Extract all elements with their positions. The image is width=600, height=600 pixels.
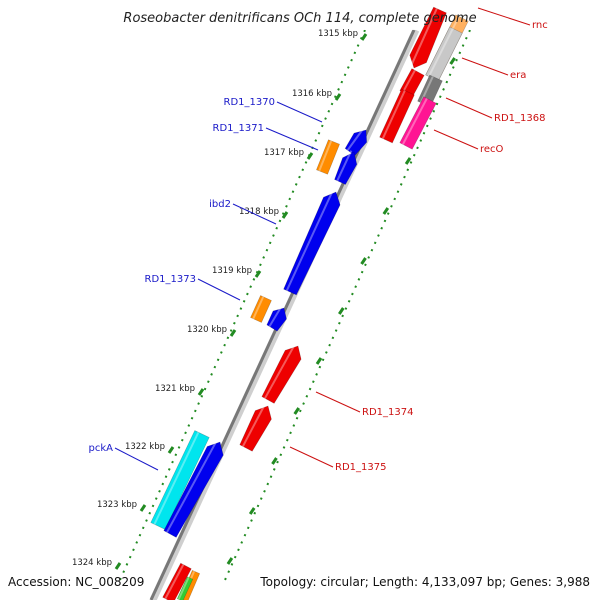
callout-ibd2: ibd2	[209, 199, 277, 225]
title-band	[100, 4, 520, 30]
callout-ibd2-label: ibd2	[209, 199, 231, 210]
minor-tick-mark	[226, 557, 234, 565]
gene-red-mid	[379, 88, 415, 144]
kbp-tick-label: 1315 kbp	[318, 29, 358, 39]
gene-blue-c	[266, 305, 287, 332]
gene-blue-b	[334, 150, 358, 185]
minor-tick-mark	[360, 257, 367, 265]
gene-rnc	[409, 6, 447, 69]
kbp-ticks: 1315 kbp 1316 kbp 1317 kbp 1318 kbp 1319 kbp…	[72, 29, 456, 570]
callout-rd1-1371: RD1_1371	[213, 123, 319, 151]
kbp-tick-label: 1319 kbp	[212, 266, 252, 276]
callout-reco-label: recO	[480, 144, 504, 155]
callout-pcka: pckA	[89, 443, 159, 471]
callout-rd1-1368-label: RD1_1368	[494, 113, 545, 124]
kbp-tick-mark	[229, 329, 237, 337]
gene-rd1-1370	[344, 127, 368, 156]
topology-text: Topology: circular; Length: 4,133,097 bp…	[259, 575, 590, 589]
kbp-tick-mark	[167, 446, 175, 454]
callout-rd1-1375: RD1_1375	[289, 446, 386, 473]
minor-tick-mark	[338, 307, 345, 315]
kbp-tick-label: 1322 kbp	[125, 442, 165, 452]
callout-era: era	[461, 57, 526, 81]
kbp-tick-label: 1323 kbp	[97, 500, 137, 510]
callout-reco: recO	[433, 129, 504, 155]
callout-rd1-1370-label: RD1_1370	[224, 97, 275, 108]
gene-rd1-1374	[261, 343, 302, 404]
kbp-tick-mark	[139, 504, 147, 512]
minor-tick-mark	[293, 407, 300, 415]
gene-features	[150, 6, 469, 600]
minor-tick-mark	[315, 357, 323, 365]
kbp-tick-label: 1320 kbp	[187, 325, 227, 335]
callout-rd1-1368: RD1_1368	[445, 97, 545, 124]
callout-rd1-1374: RD1_1374	[315, 391, 413, 418]
callout-rd1-1371-label: RD1_1371	[213, 123, 264, 134]
tick-track-left	[119, 29, 366, 581]
callout-rd1-1373: RD1_1373	[145, 274, 241, 301]
kbp-tick-mark	[197, 388, 205, 396]
callout-rd1-1375-label: RD1_1375	[335, 462, 386, 473]
minor-tick-mark	[248, 507, 256, 515]
gene-callouts: RD1_1370 RD1_1371 ibd2 RD1_1373 pckA rnc era RD…	[89, 7, 548, 473]
callout-pcka-label: pckA	[89, 443, 114, 454]
accession-text: Accession: NC_008209	[8, 575, 144, 589]
gene-reco	[399, 96, 437, 150]
minor-tick-mark	[382, 207, 390, 215]
callout-rd1-1374-label: RD1_1374	[362, 407, 413, 418]
kbp-tick-mark	[334, 93, 342, 101]
gene-rd1-1375	[239, 403, 272, 452]
gene-rd1-1373	[250, 295, 272, 323]
gene-red-bottom	[162, 562, 192, 600]
minor-tick-mark	[404, 157, 412, 165]
kbp-tick-mark	[360, 33, 368, 41]
map-title: Roseobacter denitrificans OCh 114, compl…	[123, 11, 476, 26]
kbp-tick-mark	[281, 211, 289, 219]
callout-rnc: rnc	[477, 7, 548, 31]
kbp-tick-label: 1316 kbp	[292, 89, 332, 99]
gene-rd1-1371	[316, 139, 340, 175]
callout-rd1-1373-label: RD1_1373	[145, 274, 196, 285]
kbp-tick-mark	[306, 152, 314, 160]
callout-rd1-1370: RD1_1370	[224, 97, 323, 123]
kbp-tick-mark	[254, 270, 262, 278]
callout-rnc-label: rnc	[532, 20, 548, 31]
minor-tick-mark	[271, 457, 278, 465]
minor-tick-mark	[449, 57, 456, 65]
kbp-tick-label: 1318 kbp	[239, 207, 279, 217]
kbp-tick-label: 1321 kbp	[155, 384, 195, 394]
kbp-tick-label: 1317 kbp	[264, 148, 304, 158]
kbp-tick-label: 1324 kbp	[72, 558, 112, 568]
callout-era-label: era	[510, 70, 526, 81]
gene-blue-d	[163, 439, 224, 538]
gene-green-bottom	[176, 576, 194, 600]
gene-ibd2	[283, 190, 341, 296]
kbp-tick-mark	[114, 562, 122, 570]
